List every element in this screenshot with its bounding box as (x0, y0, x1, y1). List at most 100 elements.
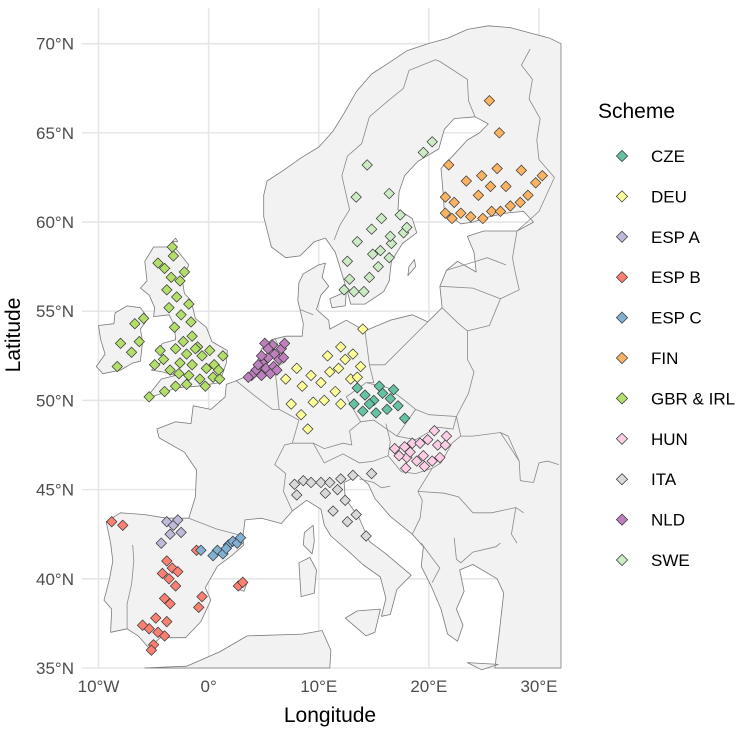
data-point (319, 487, 332, 499)
legend-item: NLD (615, 511, 685, 530)
data-point (406, 437, 419, 449)
data-point (401, 221, 413, 234)
country-border (435, 59, 476, 117)
data-point (177, 335, 190, 348)
country-border (235, 380, 300, 512)
data-point (186, 330, 198, 342)
land-shape (329, 291, 347, 309)
country-border (441, 307, 475, 417)
data-point (111, 360, 123, 373)
legend-key (615, 230, 629, 243)
legend-label: ESP A (651, 228, 700, 247)
data-point (341, 255, 354, 267)
land-shape (302, 524, 315, 555)
data-point (169, 380, 182, 392)
data-point (418, 460, 431, 473)
legend-label: ESP C (651, 309, 702, 328)
data-point (252, 359, 264, 371)
x-axis-title: Longitude (284, 704, 376, 727)
data-point (167, 250, 180, 262)
data-point (363, 271, 376, 284)
data-point (411, 455, 423, 467)
data-point (439, 439, 452, 451)
data-point (133, 335, 145, 348)
data-point (204, 344, 216, 357)
data-point (414, 437, 426, 449)
series-esp-b (106, 516, 249, 656)
data-point (164, 598, 176, 610)
data-point (331, 483, 344, 496)
data-point (365, 467, 378, 480)
data-point (172, 565, 184, 578)
country-border (312, 423, 391, 464)
data-point (156, 567, 169, 580)
legend-label: ITA (651, 470, 677, 489)
legend-item: ESP A (615, 228, 700, 247)
data-point (262, 343, 274, 355)
data-point (234, 532, 247, 544)
y-tick-label: 60°N (36, 213, 74, 232)
data-point (129, 318, 141, 330)
data-point (183, 369, 195, 382)
legend-title: Scheme (598, 100, 675, 123)
data-point (350, 191, 362, 203)
data-point (383, 187, 395, 200)
data-point (365, 223, 378, 235)
data-point (350, 508, 362, 521)
country-border (533, 460, 559, 483)
data-point (307, 396, 319, 408)
data-point (439, 207, 452, 219)
data-point (155, 537, 167, 549)
data-point (476, 169, 488, 182)
data-point (136, 619, 149, 631)
data-point (143, 391, 155, 403)
data-point (367, 248, 379, 260)
data-point (278, 337, 291, 350)
data-point (302, 423, 314, 435)
data-point (383, 252, 395, 264)
data-point (385, 237, 398, 250)
data-point (305, 369, 317, 382)
data-point (152, 257, 164, 269)
y-axis-title: Latitude (2, 298, 25, 373)
legend-item: ESP C (615, 309, 702, 328)
data-point (439, 191, 452, 203)
country-border (411, 467, 433, 535)
data-point (280, 373, 292, 385)
data-point (158, 385, 171, 398)
data-point (394, 209, 406, 221)
land-shape (171, 237, 179, 243)
data-point (324, 366, 336, 378)
legend-label: HUN (651, 430, 688, 449)
y-tick-label: 40°N (36, 570, 74, 589)
data-point (296, 380, 308, 392)
legend-key (615, 271, 629, 284)
country-border (333, 59, 436, 241)
data-point (185, 316, 197, 328)
data-point (493, 127, 506, 139)
data-point (194, 373, 206, 385)
data-point (271, 364, 283, 376)
x-tick-label: 10°W (78, 677, 120, 696)
data-point (117, 519, 129, 531)
data-point (305, 476, 317, 489)
data-point (180, 378, 193, 391)
data-point (446, 212, 458, 225)
data-point (154, 344, 166, 357)
legend-item: DEU (615, 187, 687, 206)
data-point (348, 398, 360, 410)
country-border (396, 409, 457, 441)
legend-key (615, 311, 629, 324)
data-point (295, 409, 307, 421)
data-point (400, 462, 412, 474)
data-point (164, 364, 176, 376)
data-point (186, 359, 198, 371)
y-tick-label: 35°N (36, 659, 74, 678)
data-point (360, 530, 372, 542)
data-point (297, 475, 310, 487)
data-point (335, 473, 347, 485)
data-point (174, 275, 186, 287)
country-border (453, 537, 501, 564)
data-point (351, 382, 363, 394)
data-point (522, 189, 534, 201)
